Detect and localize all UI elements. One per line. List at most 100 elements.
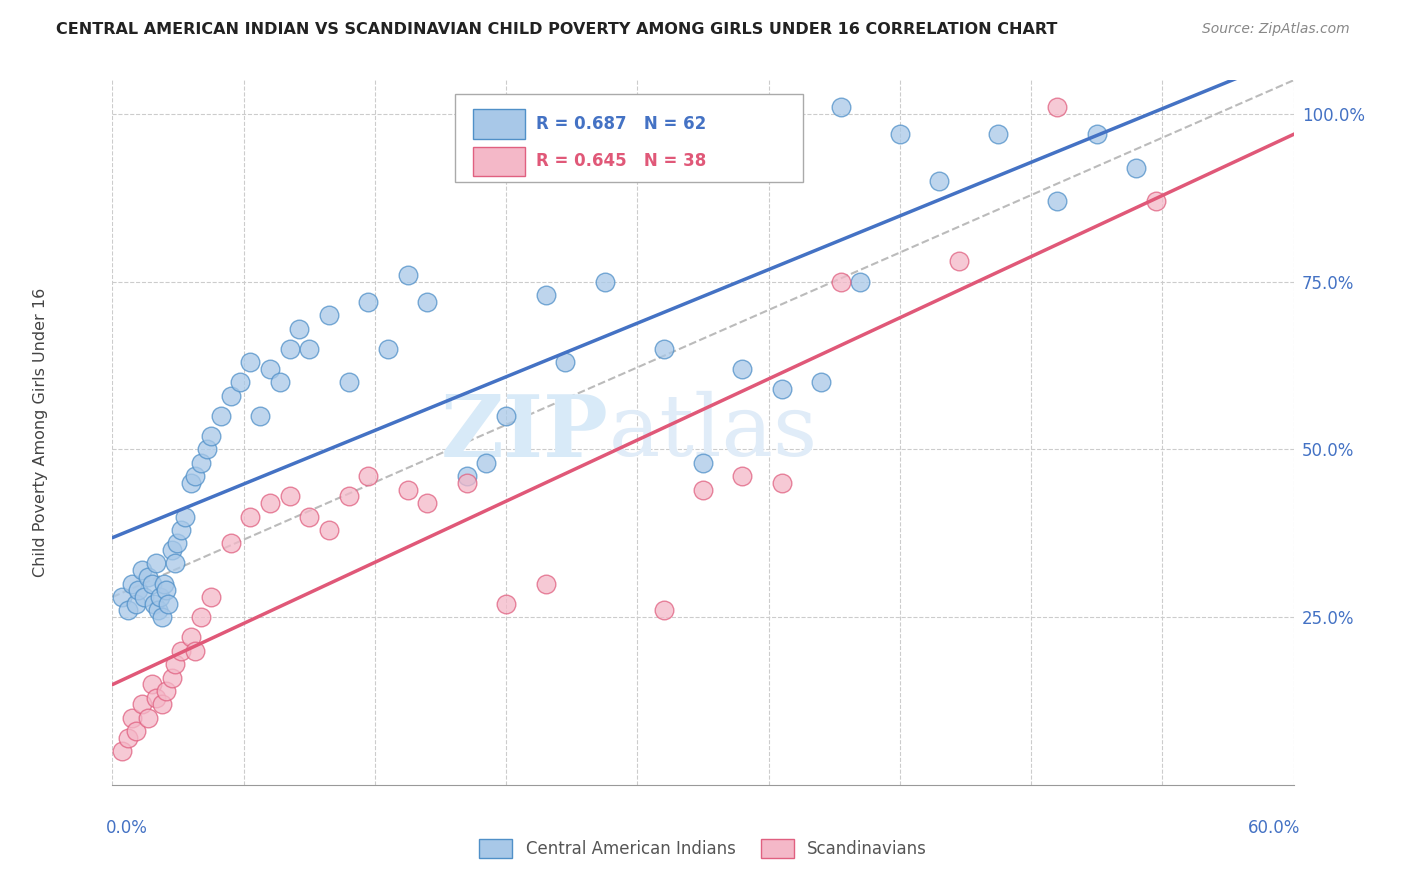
Text: atlas: atlas [609, 391, 818, 475]
Point [160, 671, 183, 685]
Point [692, 456, 714, 470]
Point [200, 590, 222, 604]
Point [318, 523, 340, 537]
Point [219, 389, 242, 403]
Point [239, 355, 262, 369]
Point [731, 362, 754, 376]
Point [987, 127, 1010, 141]
Point [166, 536, 188, 550]
Point [298, 509, 321, 524]
Point [396, 268, 419, 282]
Point [357, 469, 380, 483]
Point [111, 590, 134, 604]
Point [337, 376, 360, 390]
Point [1125, 161, 1147, 175]
Point [810, 376, 832, 390]
Point [190, 456, 212, 470]
Point [416, 496, 439, 510]
Point [149, 590, 172, 604]
Point [146, 603, 169, 617]
Point [155, 684, 177, 698]
Point [288, 321, 311, 335]
Point [150, 610, 173, 624]
Point [259, 362, 281, 376]
Point [142, 597, 165, 611]
Point [174, 509, 197, 524]
Point [495, 597, 517, 611]
Point [948, 254, 970, 268]
Point [495, 409, 517, 423]
Point [209, 409, 232, 423]
Point [278, 342, 301, 356]
Point [121, 711, 143, 725]
Point [239, 509, 262, 524]
Point [278, 489, 301, 503]
Point [1046, 100, 1069, 114]
Point [692, 483, 714, 497]
Point [165, 557, 187, 571]
Point [1144, 194, 1167, 208]
Point [318, 308, 340, 322]
Point [475, 456, 498, 470]
Text: R = 0.645   N = 38: R = 0.645 N = 38 [537, 153, 707, 170]
Point [117, 731, 139, 745]
Point [269, 376, 291, 390]
Point [554, 355, 576, 369]
Point [456, 469, 478, 483]
Legend: Central American Indians, Scandinavians: Central American Indians, Scandinavians [472, 832, 934, 864]
Point [150, 698, 173, 712]
Point [145, 690, 167, 705]
Text: CENTRAL AMERICAN INDIAN VS SCANDINAVIAN CHILD POVERTY AMONG GIRLS UNDER 16 CORRE: CENTRAL AMERICAN INDIAN VS SCANDINAVIAN … [56, 22, 1057, 37]
Point [849, 275, 872, 289]
Point [731, 469, 754, 483]
Text: Child Poverty Among Girls Under 16: Child Poverty Among Girls Under 16 [32, 288, 48, 577]
Point [111, 744, 134, 758]
Point [229, 376, 252, 390]
Point [534, 288, 557, 302]
Point [155, 583, 177, 598]
Point [593, 275, 616, 289]
Point [298, 342, 321, 356]
Point [121, 576, 143, 591]
Point [652, 603, 675, 617]
Point [145, 557, 167, 571]
Point [928, 174, 950, 188]
Point [200, 429, 222, 443]
Point [416, 294, 439, 309]
Point [652, 342, 675, 356]
Point [125, 597, 148, 611]
Point [195, 442, 218, 457]
Point [1085, 127, 1108, 141]
Point [830, 100, 852, 114]
Point [132, 590, 155, 604]
Point [170, 523, 193, 537]
Point [889, 127, 911, 141]
Point [141, 677, 163, 691]
Point [396, 483, 419, 497]
Point [127, 583, 149, 598]
FancyBboxPatch shape [472, 109, 524, 139]
Point [337, 489, 360, 503]
Text: ZIP: ZIP [440, 391, 609, 475]
Text: 0.0%: 0.0% [105, 819, 148, 837]
Point [180, 475, 202, 490]
Text: 60.0%: 60.0% [1249, 819, 1301, 837]
Point [125, 724, 148, 739]
Point [377, 342, 399, 356]
Point [131, 563, 153, 577]
Text: R = 0.687   N = 62: R = 0.687 N = 62 [537, 115, 707, 133]
Point [184, 644, 207, 658]
Point [1046, 194, 1069, 208]
Point [456, 475, 478, 490]
Point [170, 644, 193, 658]
Text: Source: ZipAtlas.com: Source: ZipAtlas.com [1202, 22, 1350, 37]
Point [770, 382, 793, 396]
Point [259, 496, 281, 510]
Point [830, 275, 852, 289]
Point [190, 610, 212, 624]
FancyBboxPatch shape [456, 95, 803, 183]
Point [141, 576, 163, 591]
Point [136, 570, 159, 584]
Point [534, 576, 557, 591]
Point [165, 657, 187, 672]
